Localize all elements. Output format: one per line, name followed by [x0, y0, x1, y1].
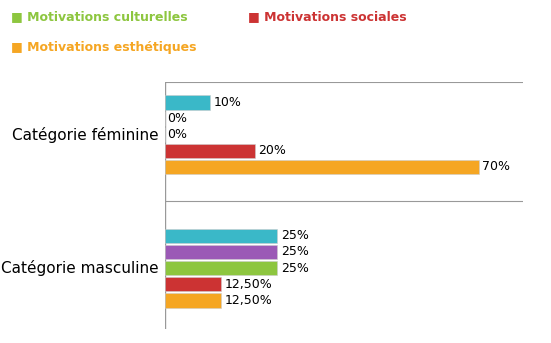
Bar — [165, 277, 222, 292]
Bar — [165, 228, 277, 243]
Text: 25%: 25% — [281, 262, 309, 275]
Text: 25%: 25% — [281, 246, 309, 259]
Text: ■ Motivations esthétiques: ■ Motivations esthétiques — [11, 41, 197, 54]
Text: Catégorie féminine: Catégorie féminine — [12, 127, 159, 143]
Text: 12,50%: 12,50% — [225, 278, 273, 291]
Text: ■ Motivations sociales: ■ Motivations sociales — [248, 10, 407, 23]
Text: 20%: 20% — [258, 144, 287, 157]
Text: ■ Motivations culturelles: ■ Motivations culturelles — [11, 10, 188, 23]
Text: 70%: 70% — [482, 161, 510, 173]
Text: 10%: 10% — [214, 96, 241, 109]
Text: 0%: 0% — [168, 112, 187, 125]
Bar — [165, 159, 479, 174]
Text: 0%: 0% — [168, 128, 187, 141]
Text: 12,50%: 12,50% — [225, 294, 273, 307]
Bar — [165, 245, 277, 259]
Bar — [165, 95, 210, 109]
Text: 25%: 25% — [281, 229, 309, 243]
Bar — [165, 293, 222, 308]
Bar — [165, 261, 277, 275]
Bar — [165, 143, 255, 158]
Text: Catégorie masculine: Catégorie masculine — [1, 260, 159, 276]
